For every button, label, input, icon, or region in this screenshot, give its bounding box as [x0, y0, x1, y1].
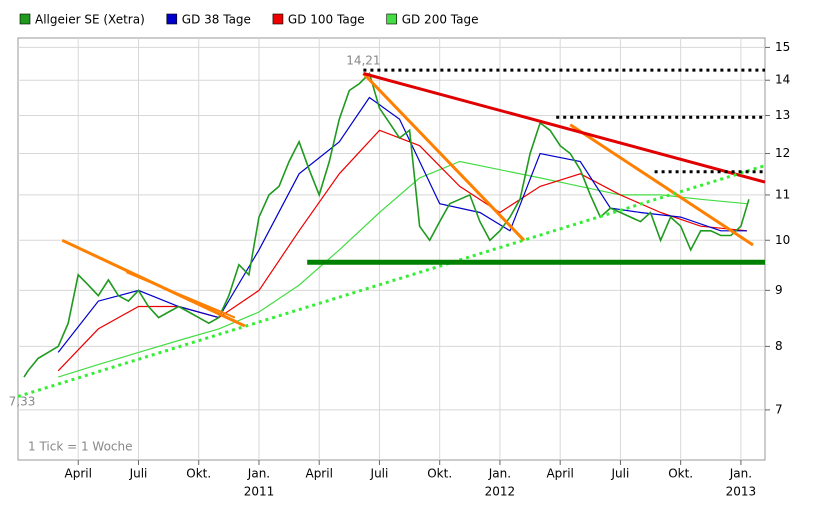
legend-swatch	[166, 13, 178, 25]
x-tick-label: Jan.	[247, 467, 270, 481]
x-tick-label: Okt.	[186, 467, 211, 481]
x-tick-label: April	[546, 467, 573, 481]
x-tick-label: Okt.	[668, 467, 693, 481]
y-tick-label: 15	[775, 40, 790, 54]
x-tick-label: April	[305, 467, 332, 481]
x-tick-label: Jan.	[729, 467, 752, 481]
x-tick-label: Juli	[129, 467, 148, 481]
legend-swatch	[19, 13, 31, 25]
trend-line	[569, 123, 754, 247]
series-line	[23, 71, 750, 378]
trend-line	[17, 164, 766, 398]
x-tick-label: Juli	[370, 467, 389, 481]
legend-label: Allgeier SE (Xetra)	[35, 13, 145, 27]
y-tick-label: 8	[775, 339, 783, 353]
x-tick-label: Jan.	[488, 467, 511, 481]
y-tick-label: 11	[775, 187, 790, 201]
y-tick-label: 13	[775, 108, 790, 122]
legend-label: GD 38 Tage	[182, 13, 251, 27]
legend-swatch	[272, 13, 284, 25]
x-tick-label: Juli	[611, 467, 630, 481]
annotation: 7,33	[9, 394, 36, 408]
note: 1 Tick = 1 Woche	[28, 440, 133, 454]
annotation: 14,21	[346, 54, 380, 68]
series-line	[57, 96, 747, 353]
y-tick-label: 9	[775, 283, 783, 297]
x-tick-label: April	[65, 467, 92, 481]
legend-label: GD 200 Tage	[402, 13, 479, 27]
year-label: 2013	[726, 485, 757, 499]
trend-line	[363, 72, 766, 184]
trend-line	[126, 271, 236, 319]
year-label: 2012	[485, 485, 516, 499]
y-tick-label: 7	[775, 402, 783, 416]
plot-area	[17, 37, 766, 461]
trend-line	[362, 72, 526, 242]
y-tick-label: 14	[775, 73, 790, 87]
y-tick-label: 10	[775, 233, 790, 247]
series-line	[58, 160, 747, 378]
y-tick-label: 12	[775, 146, 790, 160]
year-label: 2011	[244, 485, 275, 499]
legend-swatch	[386, 13, 398, 25]
legend-label: GD 100 Tage	[288, 13, 365, 27]
x-tick-label: Okt.	[427, 467, 452, 481]
